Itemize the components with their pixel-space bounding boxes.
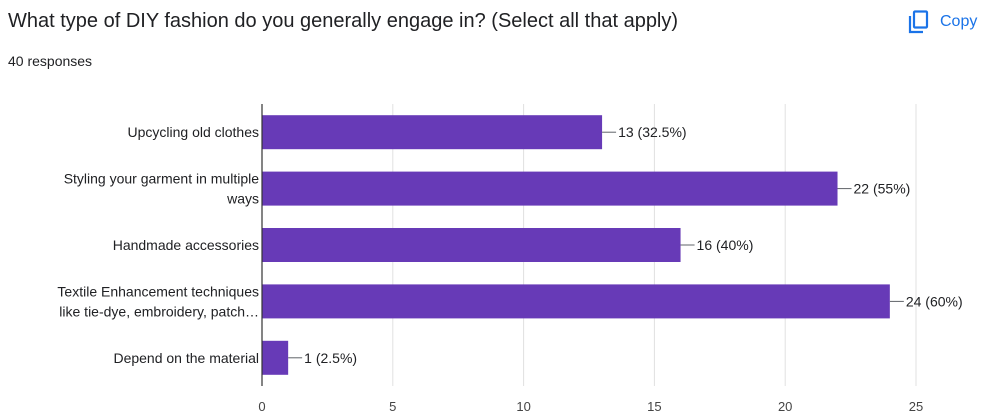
category-label: Depend on the material — [113, 350, 259, 366]
bar — [262, 284, 890, 319]
copy-icon — [908, 10, 930, 34]
data-label: 1 (2.5%) — [304, 350, 357, 366]
x-tick-label: 25 — [909, 399, 923, 414]
bar — [262, 340, 289, 375]
copy-label: Copy — [940, 13, 978, 30]
x-tick-label: 0 — [258, 399, 265, 414]
x-tick-label: 15 — [647, 399, 661, 414]
category-label-line: Upcycling old clothes — [127, 124, 259, 140]
x-tick-label: 20 — [778, 399, 792, 414]
category-label: Handmade accessories — [113, 237, 259, 253]
category-label-line: ways — [226, 191, 259, 207]
data-label: 24 (60%) — [906, 293, 963, 309]
data-label: 16 (40%) — [697, 237, 754, 253]
category-label: Upcycling old clothes — [127, 124, 259, 140]
response-count: 40 responses — [8, 53, 93, 69]
category-label-line: Depend on the material — [113, 350, 259, 366]
category-label-line: Styling your garment in multiple — [64, 171, 260, 187]
x-tick-label: 5 — [389, 399, 396, 414]
bar — [262, 115, 603, 150]
copy-button[interactable]: Copy — [908, 6, 977, 38]
category-label-line: Handmade accessories — [113, 237, 259, 253]
category-label: Styling your garment in multiple ways — [64, 171, 260, 207]
data-label: 22 (55%) — [854, 181, 911, 197]
data-label: 13 (32.5%) — [618, 124, 686, 140]
question-title: What type of DIY fashion do you generall… — [8, 10, 679, 32]
category-label-line: Textile Enhancement techniques — [57, 283, 259, 299]
x-tick-label: 10 — [516, 399, 530, 414]
category-label: Textile Enhancement techniques like tie-d… — [57, 283, 259, 319]
bar — [262, 228, 681, 262]
category-label-line: like tie-dye, embroidery, patch… — [59, 303, 259, 319]
bar — [262, 171, 838, 206]
